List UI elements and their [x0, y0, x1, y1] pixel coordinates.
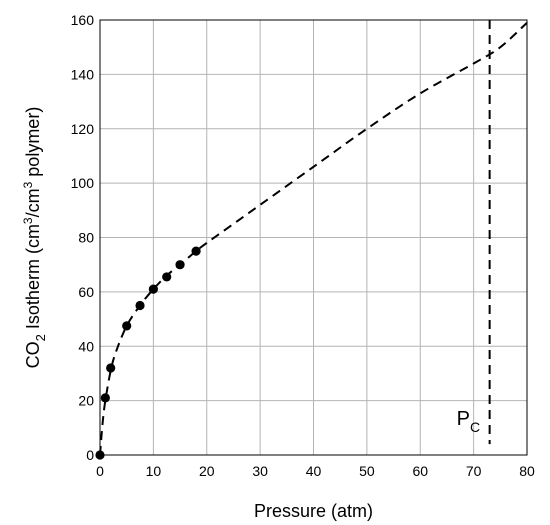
ylabel-mid1: Isotherm (cm [23, 224, 43, 334]
y-tick-label: 80 [78, 230, 94, 246]
ylabel-sup1: 3 [21, 217, 35, 224]
data-point [95, 450, 105, 460]
data-point [175, 260, 185, 270]
x-tick-label: 80 [519, 463, 535, 479]
x-tick-label: 30 [252, 463, 268, 479]
x-tick-label: 10 [146, 463, 162, 479]
ylabel-mid2: /cm [23, 188, 43, 217]
x-tick-label: 70 [466, 463, 482, 479]
y-axis-ticks: 0 20 40 60 80 100 120 140 160 [71, 12, 95, 463]
ylabel-prefix: CO [23, 341, 43, 368]
x-tick-label: 40 [306, 463, 322, 479]
ylabel-sup2: 3 [21, 181, 35, 188]
critical-pressure-label: PC [457, 408, 480, 435]
data-point [100, 393, 110, 403]
y-tick-label: 60 [78, 284, 94, 300]
y-tick-label: 160 [71, 12, 95, 28]
data-point [106, 363, 116, 373]
y-tick-label: 0 [86, 447, 94, 463]
x-tick-label: 60 [412, 463, 428, 479]
pc-label-sub: C [470, 419, 480, 435]
ylabel-suffix: polymer) [23, 107, 43, 182]
isotherm-fit-line [99, 21, 528, 456]
data-point [148, 284, 158, 294]
x-tick-label: 20 [199, 463, 215, 479]
pc-label-main: P [457, 408, 470, 430]
data-point [122, 321, 132, 331]
x-tick-label: 0 [96, 463, 104, 479]
data-point [135, 300, 145, 311]
data-point [162, 272, 172, 282]
y-tick-label: 100 [71, 175, 95, 191]
x-tick-label: 50 [359, 463, 375, 479]
y-axis-title: CO2 Isotherm (cm3/cm3 polymer) [21, 107, 48, 369]
data-point [191, 246, 201, 256]
grid-lines [99, 19, 528, 456]
y-tick-label: 20 [78, 393, 94, 409]
data-points [95, 246, 201, 460]
y-tick-label: 120 [71, 121, 95, 137]
ylabel-sub: 2 [33, 334, 48, 341]
x-axis-ticks: 0 10 20 30 40 50 60 70 80 [96, 463, 535, 479]
plot-area-frame [99, 19, 528, 456]
x-axis-title: Pressure (atm) [254, 501, 373, 521]
y-tick-label: 40 [78, 338, 94, 354]
y-tick-label: 140 [71, 66, 95, 82]
